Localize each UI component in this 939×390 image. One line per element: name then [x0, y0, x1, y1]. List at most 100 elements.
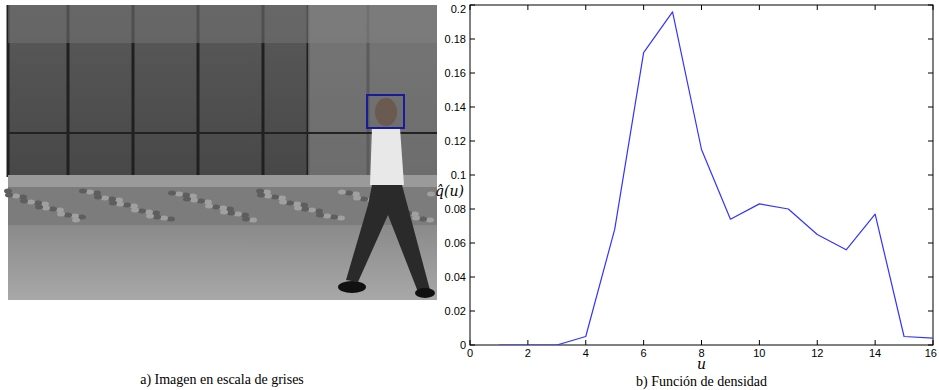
tick	[928, 243, 933, 244]
tick-label: 0	[467, 347, 473, 359]
stone	[234, 212, 242, 217]
stone	[49, 207, 57, 212]
x-axis-label: u	[697, 356, 706, 372]
tick	[470, 175, 475, 176]
density-line	[499, 12, 933, 345]
stone	[183, 197, 191, 202]
tick	[701, 5, 702, 10]
tick	[701, 340, 702, 345]
tick	[470, 107, 475, 108]
stone	[419, 217, 427, 222]
stone	[138, 209, 146, 214]
stone	[427, 192, 435, 197]
tick-label: 0.18	[445, 33, 466, 45]
legs	[346, 185, 430, 292]
shirt	[370, 128, 404, 185]
stone	[338, 190, 346, 195]
tick	[585, 5, 586, 10]
stone	[353, 196, 361, 201]
stone	[175, 192, 183, 197]
photo	[4, 5, 437, 300]
tick	[928, 209, 933, 210]
axes-frame	[470, 5, 933, 345]
tick	[928, 311, 933, 312]
tick	[875, 340, 876, 345]
stone	[42, 206, 50, 211]
tick-label: 0.16	[445, 67, 466, 79]
stone	[64, 213, 72, 218]
stone	[116, 202, 124, 207]
stone	[79, 189, 87, 194]
tick	[643, 340, 644, 345]
stone	[249, 218, 257, 223]
stone	[20, 199, 28, 204]
stone	[212, 205, 220, 210]
stone	[190, 198, 198, 203]
stone	[109, 201, 117, 206]
tick	[928, 39, 933, 40]
stone	[205, 204, 213, 209]
stone	[72, 218, 80, 223]
stone	[86, 190, 94, 195]
stone	[12, 194, 20, 199]
stone	[337, 216, 345, 221]
tick-label: 6	[641, 347, 647, 359]
tick-label: 0.14	[445, 101, 466, 113]
tick-label: 0.04	[445, 271, 466, 283]
tick-label: 0.1	[451, 169, 466, 181]
stone	[227, 211, 235, 216]
stone	[286, 201, 294, 206]
stone	[123, 203, 131, 208]
tick-label: 2	[525, 347, 531, 359]
tick	[759, 5, 760, 10]
stone	[426, 218, 434, 223]
stone	[412, 216, 420, 221]
stone	[146, 214, 154, 219]
stone	[264, 194, 272, 199]
tick	[470, 73, 475, 74]
head	[375, 98, 397, 126]
tick-label: 14	[869, 347, 881, 359]
tick	[470, 209, 475, 210]
stone	[160, 216, 168, 221]
figure: a) Imagen en escala de grises02468101214…	[0, 0, 939, 390]
tick	[643, 5, 644, 10]
tick-label: 10	[753, 347, 765, 359]
tick	[928, 73, 933, 74]
tick	[470, 311, 475, 312]
tick	[470, 243, 475, 244]
shoe	[338, 281, 366, 293]
tick-label: 0.02	[445, 305, 466, 317]
tick	[527, 5, 528, 10]
stone	[57, 212, 65, 217]
tick	[759, 340, 760, 345]
chart: 024681012141600.020.040.060.080.10.120.1…	[445, 3, 937, 359]
stone	[197, 199, 205, 204]
stone	[323, 214, 331, 219]
tick	[470, 141, 475, 142]
stone	[220, 210, 228, 215]
building	[8, 5, 437, 300]
y-axis-label: q̂(u)	[435, 183, 464, 199]
stone	[257, 193, 265, 198]
stone	[94, 195, 102, 200]
caption: b) Función de densidad	[636, 374, 767, 390]
stone	[294, 206, 302, 211]
tick-label: 4	[583, 347, 589, 359]
plot-area	[470, 5, 933, 345]
tick	[527, 340, 528, 345]
stone	[271, 195, 279, 200]
stone	[330, 215, 338, 220]
stone	[153, 215, 161, 220]
stone	[279, 200, 287, 205]
tick	[928, 141, 933, 142]
tick-label: 12	[811, 347, 823, 359]
tick-label: 0.06	[445, 237, 466, 249]
stone	[35, 205, 43, 210]
stone	[242, 217, 250, 222]
stone	[168, 191, 176, 196]
stone	[131, 208, 139, 213]
series	[499, 12, 933, 345]
shoe	[415, 288, 435, 298]
tick	[928, 107, 933, 108]
